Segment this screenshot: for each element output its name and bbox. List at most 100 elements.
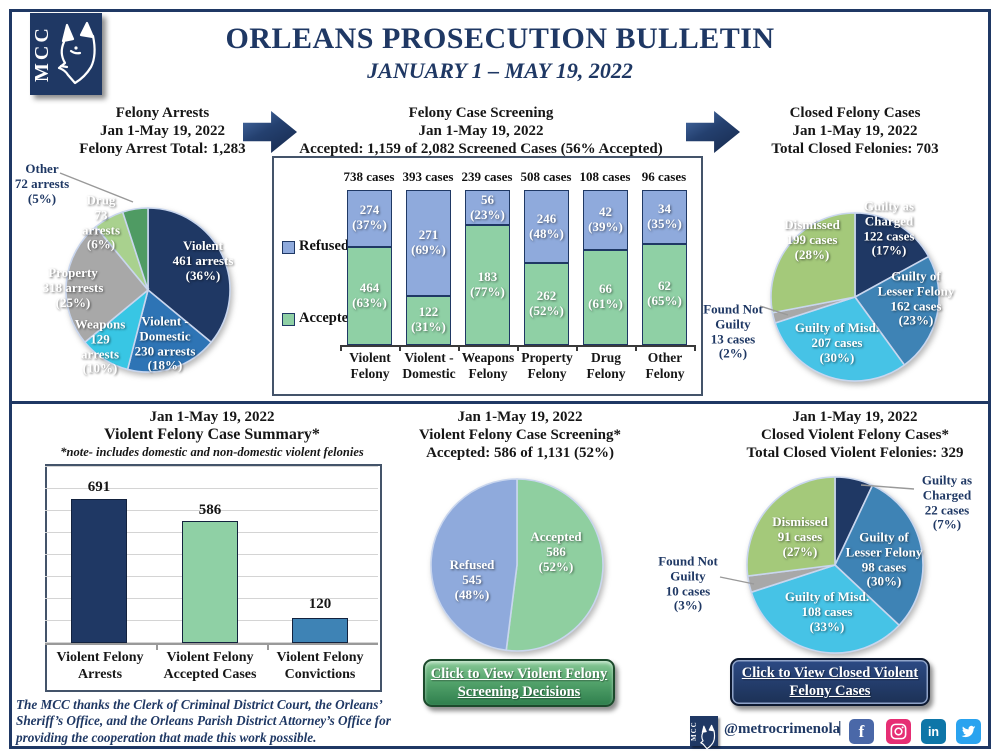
pie-slice-guilty-of-misd- <box>774 296 906 382</box>
pie-label-other: Other 72 arrests (5%) <box>14 160 70 206</box>
pie-slice-guilty-of-lesser-felony <box>853 255 940 367</box>
stacked-bar-violent-domestic: 271 (69%) 122 (31%) <box>406 190 451 345</box>
pie-label-guilty-as-charged: Guilty as Charged 122 cases (17%) <box>863 198 915 258</box>
segment-refused: 42 (39%) <box>584 191 627 251</box>
closed-violent-pie <box>746 476 924 654</box>
violent-screening-header: Jan 1-May 19, 2022 Violent Felony Case S… <box>365 408 675 462</box>
pie-slice-dismissed <box>746 476 836 577</box>
twitter-icon[interactable] <box>956 719 981 744</box>
axis-tick <box>340 345 342 351</box>
pie-slice-guilty-as-charged <box>854 212 930 299</box>
felony-screening-title: Felony Case Screening <box>408 105 554 121</box>
felony-arrests-pie <box>65 207 231 373</box>
felony-arrests-title: Felony Arrests <box>115 105 210 121</box>
category-violent-felony-convictions: Violent Felony Convictions <box>276 650 364 682</box>
pie-label-drug: Drug 73 arrests (6%) <box>81 192 121 252</box>
stacked-bar-property: 246 (48%) 262 (52%) <box>524 190 569 345</box>
violent-summary-title: Violent Felony Case Summary* <box>104 426 320 443</box>
closed-felony-pie <box>770 212 940 382</box>
bar-value-convictions: 120 <box>308 596 332 612</box>
pie-label-weapons: Weapons 129 arrests (10%) <box>74 316 126 376</box>
pie-label-violent-domestic: Violent - Domestic 230 arrests (18%) <box>134 313 196 373</box>
stacked-bar-other: 34 (35%) 62 (65%) <box>642 190 687 345</box>
facebook-icon[interactable]: f <box>849 719 874 744</box>
category-weapons-felony: Weapons Felony <box>461 350 515 381</box>
view-closed-cases-button[interactable]: Click to View Closed Violent Felony Case… <box>730 658 930 706</box>
pie-slice-accepted <box>505 478 604 652</box>
legend-label-refused: Refused <box>299 238 349 254</box>
pie-label-guilty-misd: Guilty of Misd. 108 cases (33%) <box>784 588 870 634</box>
bar-total-property: 508 cases <box>520 169 572 184</box>
closed-felony-total: Total Closed Felonies: 703 <box>771 141 939 157</box>
pie-slice-other <box>121 207 149 291</box>
segment-accepted: 122 (31%) <box>407 296 450 344</box>
pie-label-violent: Violent 461 arrests (36%) <box>172 237 234 283</box>
segment-refused: 246 (48%) <box>525 191 568 265</box>
axis-tick <box>156 645 158 650</box>
segment-refused: 34 (35%) <box>643 191 686 245</box>
pie-label-found-not-guilty: Found Not Guilty 13 cases (2%) <box>703 301 763 361</box>
bar-value-accepted: 586 <box>198 502 222 518</box>
segment-refused: 56 (23%) <box>466 191 509 227</box>
felony-screening-total: Accepted: 1,159 of 2,082 Screened Cases … <box>299 141 663 157</box>
pie-label-guilty-as-charged: Guilty as Charged 22 cases (7%) <box>921 472 973 532</box>
bar-total-drug: 108 cases <box>579 169 631 184</box>
mcc-logo-small: MCC <box>690 716 718 750</box>
category-drug-felony: Drug Felony <box>586 350 626 381</box>
axis-tick <box>694 345 696 351</box>
segment-refused: 271 (69%) <box>407 191 450 297</box>
bar-value-arrests: 691 <box>87 479 111 495</box>
wolf-icon <box>700 724 716 750</box>
linkedin-icon[interactable]: in <box>921 719 946 744</box>
wolf-icon <box>57 21 96 85</box>
felony-screening-dates: Jan 1-May 19, 2022 <box>418 123 544 139</box>
violent-screening-total: Accepted: 586 of 1,131 (52%) <box>426 445 614 461</box>
pie-label-guilty-lesser-felony: Guilty of Lesser Felony 98 cases (30%) <box>845 529 923 589</box>
section-divider <box>10 401 990 404</box>
legend-swatch-accepted <box>282 313 295 326</box>
felony-arrests-total: Felony Arrest Total: 1,283 <box>79 141 246 157</box>
pie-slice-property <box>65 225 150 344</box>
felony-arrests-header: Felony Arrests Jan 1-May 19, 2022 Felony… <box>40 104 285 158</box>
violent-screening-dates: Jan 1-May 19, 2022 <box>457 409 583 425</box>
violent-summary-note: *note- includes domestic and non-domesti… <box>60 445 364 459</box>
pie-label-dismissed: Dismissed 91 cases (27%) <box>772 513 828 559</box>
pie-label-guilty-lesser-felony: Guilty of Lesser Felony 162 cases (23%) <box>877 268 955 328</box>
felony-screening-header: Felony Case Screening Jan 1-May 19, 2022… <box>281 104 681 158</box>
axis-tick <box>399 345 401 351</box>
legend-label-accepted: Accepted <box>299 310 357 326</box>
mcc-logo: MCC <box>30 13 102 95</box>
violent-screening-pie <box>430 478 604 652</box>
violent-summary-dates: Jan 1-May 19, 2022 <box>149 409 275 425</box>
bar-total-other: 96 cases <box>641 169 687 184</box>
pie-label-guilty-misd: Guilty of Misd. 207 cases (30%) <box>794 319 880 365</box>
closed-felony-title: Closed Felony Cases <box>789 105 921 121</box>
pie-slice-refused <box>430 478 518 652</box>
category-violent-domestic: Violent - Domestic <box>402 350 456 381</box>
segment-refused: 274 (37%) <box>348 191 391 248</box>
page-border <box>9 9 991 749</box>
segment-accepted: 464 (63%) <box>348 247 391 344</box>
pie-label-refused: Refused 545 (48%) <box>449 556 495 602</box>
summary-plot-area <box>45 466 378 645</box>
bar-total-violent-domestic: 393 cases <box>402 169 454 184</box>
axis-tick <box>635 345 637 351</box>
pie-slice-violent-domestic <box>126 288 213 373</box>
pie-label-accepted: Accepted 586 (52%) <box>530 528 582 574</box>
legend-swatch-refused <box>282 241 295 254</box>
felony-arrests-dates: Jan 1-May 19, 2022 <box>100 123 225 139</box>
closed-violent-header: Jan 1-May 19, 2022 Closed Violent Felony… <box>700 408 1000 462</box>
mcc-logo-text: MCC <box>690 721 698 741</box>
acknowledgement-text: The MCC thanks the Clerk of Criminal Dis… <box>16 697 391 745</box>
closed-violent-dates: Jan 1-May 19, 2022 <box>792 409 918 425</box>
pie-label-property: Property 318 arrests (25%) <box>42 264 104 310</box>
category-violent-felony: Violent Felony <box>349 350 391 381</box>
view-screening-decisions-button[interactable]: Click to View Violent Felony Screening D… <box>423 659 615 707</box>
instagram-icon[interactable] <box>886 719 911 744</box>
pie-label-found-not-guilty: Found Not Guilty 10 cases (3%) <box>658 553 718 613</box>
closed-felony-header: Closed Felony Cases Jan 1-May 19, 2022 T… <box>712 104 998 158</box>
page-subtitle: JANUARY 1 – MAY 19, 2022 <box>367 58 633 83</box>
pie-label-dismissed: Dismissed 199 cases (28%) <box>784 216 840 262</box>
stacked-bar-weapons: 56 (23%) 183 (77%) <box>465 190 510 345</box>
